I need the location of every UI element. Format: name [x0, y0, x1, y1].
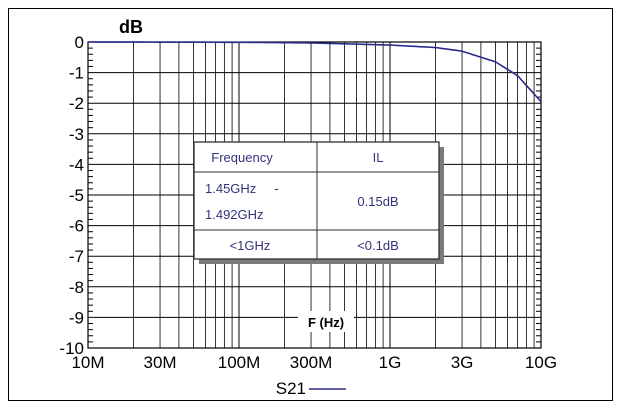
y-tick-label: -1 [69, 64, 84, 83]
y-tick-label: 0 [75, 33, 84, 52]
x-axis-title-bg [298, 311, 354, 332]
il-table-header-il: IL [373, 150, 384, 165]
il-table-cell-il: 0.15dB [357, 194, 398, 209]
y-tick-label: -5 [69, 186, 84, 205]
series-line-s21 [87, 41, 542, 103]
x-axis-title: F (Hz) [308, 315, 344, 330]
y-tick-label: -9 [69, 308, 84, 327]
y-tick-label: -10 [59, 339, 84, 358]
y-tick-label: -2 [69, 94, 84, 113]
y-tick-label: -8 [69, 278, 84, 297]
x-tick-label: 10G [525, 353, 557, 372]
y-tick-label: -4 [69, 155, 84, 174]
y-tick-label: -7 [69, 247, 84, 266]
il-table-cell-frequency: <1GHz [230, 238, 271, 253]
il-table-header-frequency: Frequency [211, 150, 273, 165]
y-tick-label: -6 [69, 217, 84, 236]
plot-area-border [87, 41, 542, 349]
y-tick-label: -3 [69, 125, 84, 144]
x-tick-label: 1G [379, 353, 402, 372]
y-axis-title: dB [119, 17, 143, 37]
legend-label-s21: S21 [276, 379, 306, 398]
il-table-cell-il: <0.1dB [357, 238, 399, 253]
axis-ticks [88, 47, 541, 343]
il-table: Frequency IL 1.45GHz - 1.492GHz 0.15dB <… [193, 141, 444, 264]
il-table-cell-frequency-line2: 1.492GHz [205, 207, 264, 222]
x-tick-label: 30M [144, 353, 177, 372]
x-tick-label: 10M [71, 353, 104, 372]
x-tick-label: 3G [451, 353, 474, 372]
x-tick-label: 300M [290, 353, 333, 372]
il-table-cell-frequency-line1: 1.45GHz - [205, 181, 279, 196]
x-tick-label: 100M [218, 353, 261, 372]
legend: S21 [276, 379, 346, 398]
